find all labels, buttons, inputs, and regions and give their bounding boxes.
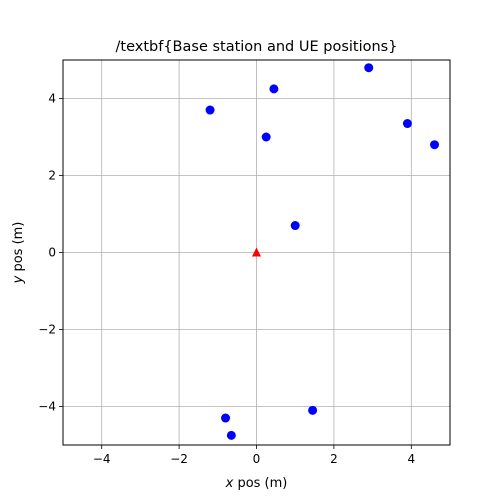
ue-point: [430, 140, 440, 150]
x-tick-label: −2: [170, 452, 188, 466]
data-points: [205, 63, 440, 440]
x-tick-label: 0: [253, 452, 261, 466]
x-tick-label: 2: [330, 452, 338, 466]
base-station-marker: [252, 247, 261, 257]
ue-point: [226, 430, 236, 440]
y-tick-label: −4: [38, 400, 56, 414]
ue-point: [308, 405, 318, 415]
ue-point: [261, 132, 271, 142]
ue-point: [402, 119, 412, 129]
ue-point: [290, 221, 300, 231]
x-axis-label: x pos (m): [225, 476, 288, 491]
y-axis-variable: y: [11, 275, 26, 284]
ue-point: [221, 413, 231, 423]
y-tick-label: 0: [48, 246, 56, 260]
x-axis-variable: x: [225, 476, 234, 491]
y-tick-label: −2: [38, 323, 56, 337]
ue-point: [364, 63, 374, 73]
ticks: −4 −2 0 2 4 −4 −2 0 2 4: [38, 92, 415, 467]
y-tick-label: 2: [48, 169, 56, 183]
ue-point: [269, 84, 279, 94]
x-tick-label: 4: [407, 452, 415, 466]
y-tick-label: 4: [48, 92, 56, 106]
grid: [63, 60, 450, 445]
y-axis-label: y pos (m): [11, 222, 26, 285]
x-axis-label-text: pos (m): [233, 476, 287, 491]
y-axis-label-text: pos (m): [11, 222, 26, 276]
chart-title: /textbf{Base station and UE positions}: [116, 39, 398, 55]
x-tick-label: −4: [93, 452, 111, 466]
ue-point: [205, 105, 215, 115]
